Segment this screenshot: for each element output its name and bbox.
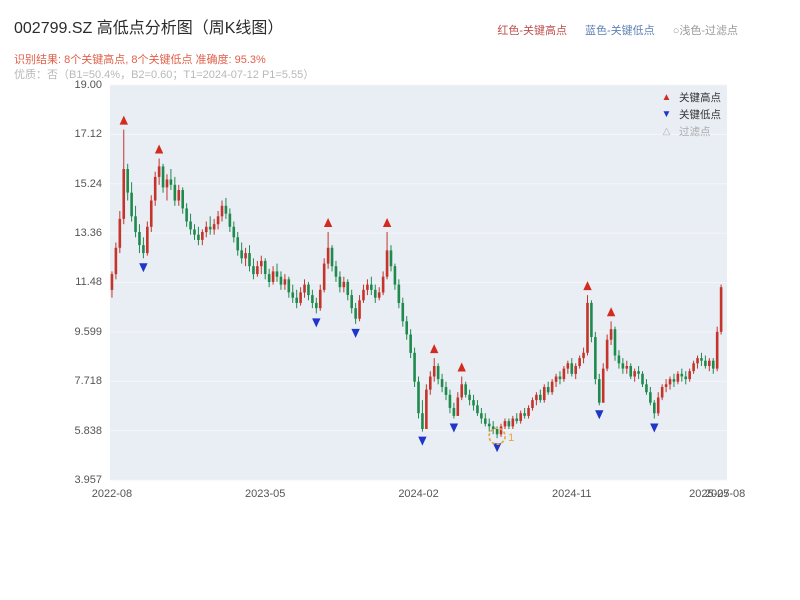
plot-legend-label: 过滤点 (679, 126, 711, 138)
y-tick-label: 9.599 (74, 325, 102, 338)
recognition-result-text: 识别结果: 8个关键高点, 8个关键低点 准确度: 95.3% (14, 54, 266, 66)
x-tick-label: 2022-08 (91, 488, 133, 500)
filter-triangle-icon: △ (662, 125, 671, 137)
plot-area: 1 ▲ 关键高点 ▼ 关键低点 △ 过滤点 (110, 84, 727, 481)
plot-legend-label: 关键低点 (679, 109, 721, 121)
plot-legend-item-low: ▼ 关键低点 (660, 106, 721, 123)
x-tick-label: 2024-02 (398, 488, 439, 500)
y-tick-label: 5.838 (74, 424, 102, 437)
candlestick-chart: 1 (110, 84, 727, 481)
plot-legend-label: 关键高点 (679, 92, 721, 104)
x-tick-label: 2025-07 (689, 488, 730, 500)
quality-summary-text: 优质：否（B1=50.4%，B2=0.60；T1=2024-07-12 P1=5… (14, 69, 315, 81)
top-legend: 红色-关键高点 蓝色-关键低点 ○浅色-过滤点 (497, 22, 738, 38)
top-legend-item-low: 蓝色-关键低点 (585, 25, 655, 37)
y-tick-label: 7.718 (74, 375, 102, 388)
x-tick-label: 2024-11 (551, 488, 592, 500)
y-tick-label: 19.00 (74, 79, 102, 91)
page-title: 002799.SZ 高低点分析图（周K线图） (14, 20, 284, 37)
x-tick-label: 2025-08 (704, 488, 746, 500)
y-tick-label: 15.24 (74, 177, 102, 190)
plot-legend: ▲ 关键高点 ▼ 关键低点 △ 过滤点 (660, 89, 721, 140)
plot-legend-item-high: ▲ 关键高点 (660, 89, 721, 106)
top-legend-item-filter: ○浅色-过滤点 (672, 25, 738, 37)
y-tick-label: 17.12 (74, 128, 102, 141)
x-tick-label: 2023-05 (245, 488, 286, 500)
y-tick-label: 3.957 (74, 474, 102, 486)
key-high-triangle-icon: ▲ (661, 91, 672, 103)
y-tick-label: 11.48 (75, 276, 102, 289)
key-low-triangle-icon: ▼ (661, 108, 672, 120)
y-tick-label: 13.36 (74, 227, 102, 240)
svg-text:1: 1 (508, 432, 514, 444)
top-legend-item-high: 红色-关键高点 (497, 25, 568, 37)
plot-legend-item-filter: △ 过滤点 (660, 123, 721, 140)
